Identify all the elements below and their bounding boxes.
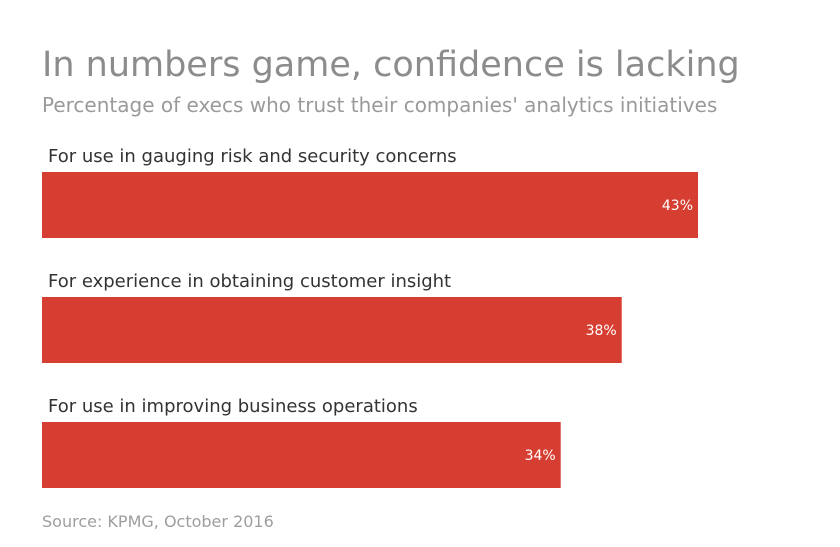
value-label: 43% <box>662 198 693 214</box>
source-note: Source: KPMG, October 2016 <box>42 512 274 531</box>
value-label: 38% <box>586 323 617 339</box>
category-label: For experience in obtaining customer ins… <box>48 271 451 292</box>
value-label: 34% <box>525 448 556 464</box>
chart-subtitle: Percentage of execs who trust their comp… <box>42 93 718 117</box>
bar <box>42 297 622 363</box>
category-label: For use in gauging risk and security con… <box>48 146 457 167</box>
category-label: For use in improving business operations <box>48 396 418 417</box>
bar <box>42 422 561 488</box>
bar <box>42 172 698 238</box>
chart-title: In numbers game, confidence is lacking <box>42 45 740 85</box>
